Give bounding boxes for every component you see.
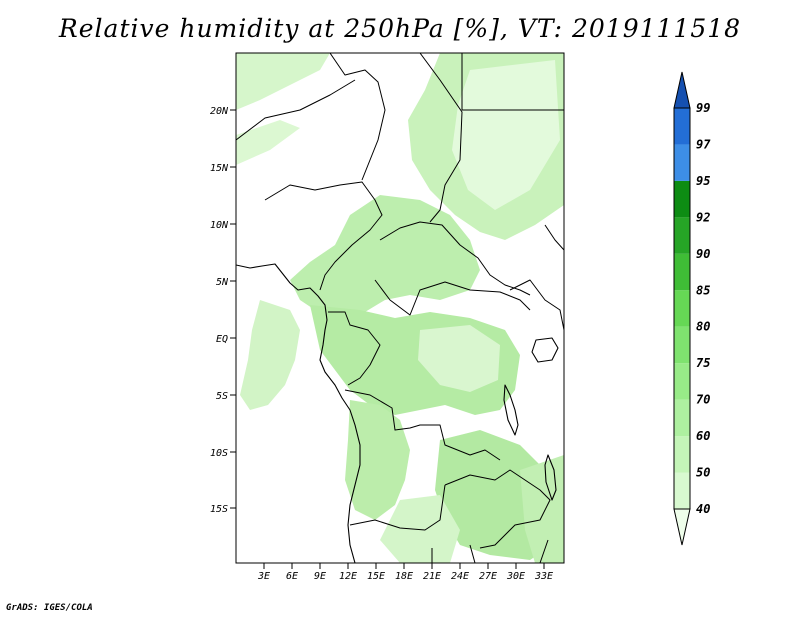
lon-label: 30E: [506, 571, 525, 582]
chart-title: Relative humidity at 250hPa [%], VT: 201…: [58, 14, 742, 43]
lon-label: 33E: [534, 571, 553, 582]
lon-label: 3E: [257, 571, 270, 582]
colorbar-segment: [674, 290, 690, 327]
colorbar-label: 95: [696, 174, 710, 188]
colorbar-label: 50: [696, 466, 710, 480]
shade-region-south-light: [380, 495, 460, 563]
lon-label: 9E: [314, 571, 326, 582]
lake-malawi: [544, 454, 557, 501]
lon-label: 12E: [339, 571, 357, 582]
lon-label: 6E: [286, 571, 298, 582]
colorbar-label: 85: [696, 283, 710, 297]
shade-region-coastal-west: [240, 300, 300, 410]
map-border: [235, 52, 565, 564]
shade-region-congo-light: [418, 325, 500, 392]
lon-label: 18E: [395, 571, 413, 582]
colorbar-segment: [674, 108, 690, 145]
colorbar-label: 97: [696, 137, 711, 151]
colorbar-segment: [673, 508, 691, 546]
shade-region-northeast-inner: [452, 60, 560, 210]
lon-label: 21E: [423, 571, 441, 582]
border-sudan-west: [419, 53, 463, 223]
lon-label: 15E: [367, 571, 385, 582]
colorbar-label: 40: [696, 502, 710, 516]
colorbar-segment: [674, 217, 690, 254]
colorbar-label: 99: [696, 101, 710, 115]
colorbar-segment: [674, 436, 690, 473]
colorbar-segment: [674, 144, 690, 181]
lat-label: 5N: [216, 277, 229, 288]
colorbar-segment: [674, 472, 690, 509]
longitude-axis: 3E 6E 9E 12E 15E 18E 21E 24E 27E 30E 33E: [257, 563, 553, 582]
africa-coastline-west: [236, 263, 361, 563]
shade-region-northwest-2: [236, 120, 300, 165]
colorbar-segment: [674, 399, 690, 437]
colorbar-segment: [674, 180, 690, 218]
lon-label: 27E: [479, 571, 497, 582]
border-kenya: [544, 224, 564, 251]
latitude-axis: 20N 15N 10N 5N EQ 5S 10S 15S: [210, 106, 236, 515]
colorbar-segment: [674, 253, 690, 291]
border-drc-angola: [344, 389, 501, 461]
lat-label: 10S: [210, 448, 228, 459]
border-drc-north: [374, 279, 531, 316]
shade-region-south-west: [345, 400, 410, 520]
colorbar-label: 90: [696, 247, 710, 261]
border-nigeria-cameroon: [264, 181, 383, 291]
border-southern-bottom: [431, 539, 549, 563]
lake-tanganyika: [503, 384, 519, 436]
lat-label: 15S: [210, 504, 228, 515]
colorbar-label: 92: [696, 210, 710, 224]
colorbar-label: 60: [696, 429, 710, 443]
border-congo-gabon: [328, 311, 381, 386]
colorbar-label: 70: [696, 393, 710, 407]
colorbar-segment: [673, 71, 691, 109]
colorbar: 40 50 60 70 75 80 85 90 92 95 97 99: [673, 71, 711, 546]
shade-region-south-east: [520, 455, 564, 563]
shade-region-central-band: [290, 195, 480, 320]
border-niger-north: [236, 79, 356, 141]
lat-label: 5S: [216, 391, 228, 402]
lat-label: EQ: [216, 334, 228, 345]
border-angola-south: [349, 484, 446, 531]
lat-label: 15N: [210, 163, 229, 174]
border-east: [509, 279, 564, 331]
colorbar-label: 80: [696, 320, 710, 334]
border-zambia: [444, 469, 551, 549]
colorbar-label: 75: [696, 356, 710, 370]
grads-credit: GrADS: IGES/COLA: [6, 603, 93, 613]
lat-label: 20N: [210, 106, 229, 117]
colorbar-segment: [674, 363, 690, 400]
border-libya-chad: [329, 53, 386, 181]
coastlines-and-borders: [236, 53, 564, 563]
lat-label: 10N: [210, 220, 229, 231]
border-car: [379, 221, 531, 296]
lon-label: 24E: [451, 571, 469, 582]
shade-region-northwest: [236, 53, 330, 110]
colorbar-segment: [674, 326, 690, 364]
border-sudan-egypt: [461, 53, 564, 111]
lake-victoria: [531, 337, 559, 363]
humidity-shading: [236, 53, 564, 563]
